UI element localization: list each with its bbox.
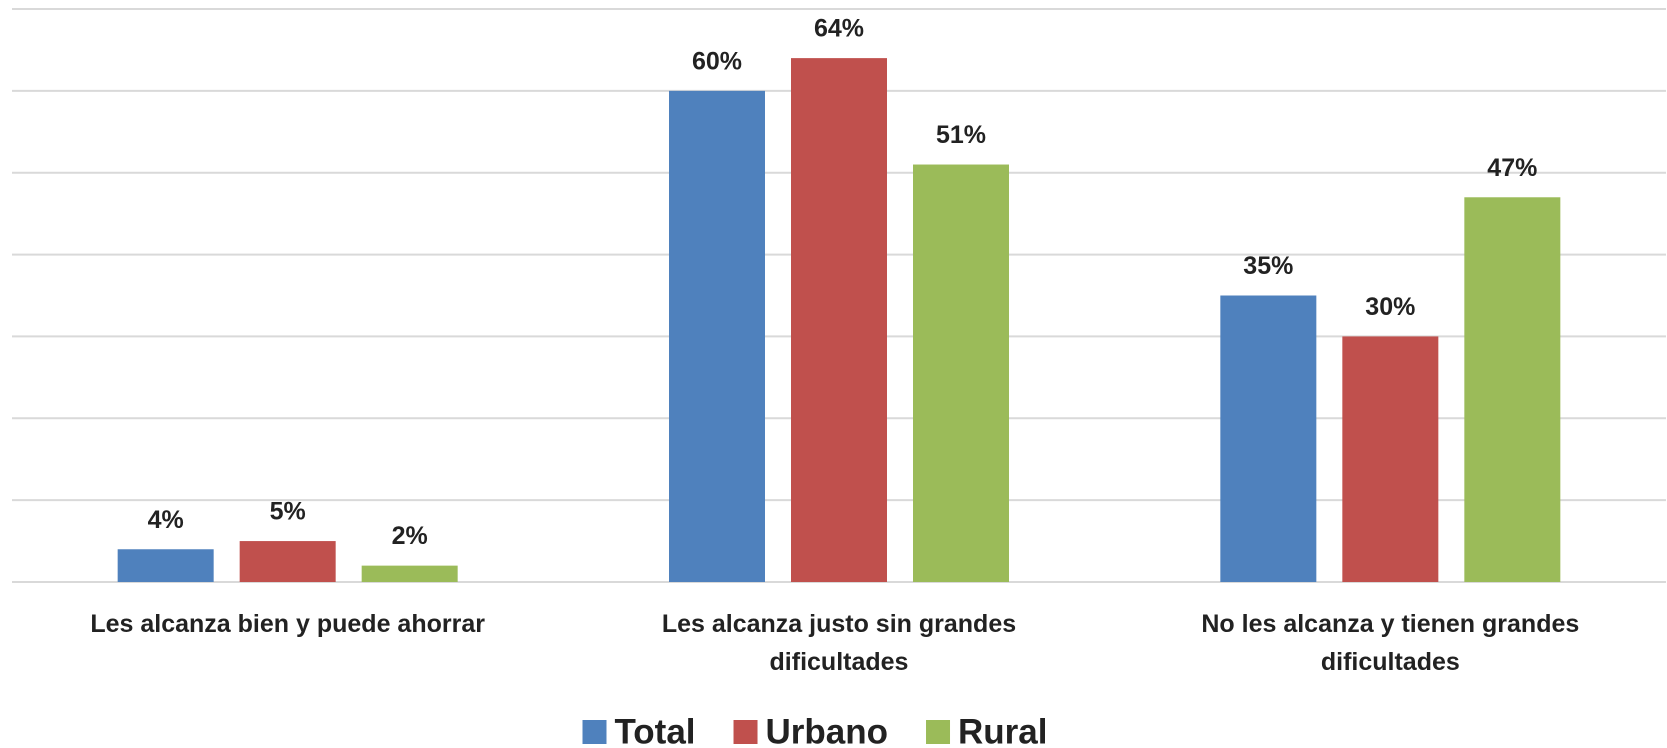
legend-swatch (926, 720, 951, 744)
bar (1342, 336, 1439, 582)
x-tick-label: Les alcanza justo sin grandes dificultad… (661, 610, 1017, 676)
data-label: 35% (1243, 252, 1293, 280)
data-label: 5% (270, 498, 306, 526)
legend-swatch (582, 720, 607, 744)
bar (913, 164, 1009, 582)
bar (1464, 197, 1561, 582)
bar (361, 565, 458, 582)
data-label: 47% (1487, 154, 1537, 182)
legend-label: Total (615, 712, 696, 748)
data-label: 30% (1365, 293, 1415, 321)
data-label: 60% (692, 47, 742, 75)
bar (669, 90, 765, 582)
x-tick-label: No les alcanza y tienen grandes dificult… (1201, 610, 1580, 676)
bar (791, 58, 887, 583)
data-label: 64% (814, 15, 864, 43)
data-label: 4% (148, 506, 184, 534)
legend-label: Urbano (766, 712, 889, 748)
bar (239, 541, 336, 582)
legend-swatch (733, 720, 758, 744)
bar (1220, 295, 1317, 582)
bar (117, 549, 214, 582)
data-label: 51% (936, 121, 986, 149)
data-label: 2% (392, 522, 428, 550)
legend-label: Rural (958, 712, 1047, 748)
x-tick-label: Les alcanza bien y puede ahorrar (90, 610, 485, 638)
